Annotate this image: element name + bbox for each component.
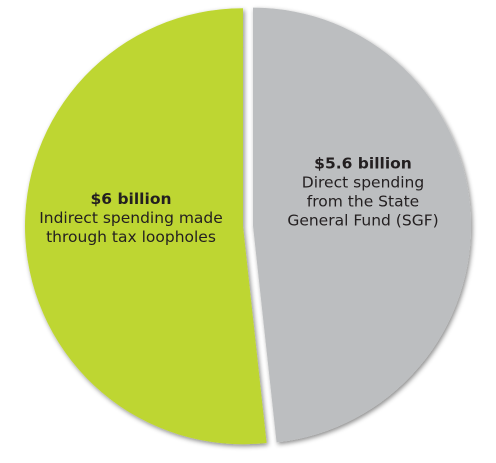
slice-description-label: Indirect spending made bbox=[39, 209, 223, 227]
slice-description-label: through tax loopholes bbox=[46, 228, 216, 246]
slice-value-label: $6 billion bbox=[91, 190, 172, 208]
slice-value-label: $5.6 billion bbox=[314, 155, 412, 173]
pie-slice-1 bbox=[252, 7, 471, 443]
slice-description-label: Direct spending bbox=[302, 174, 424, 192]
pie-slice-2 bbox=[25, 8, 267, 445]
slice-description-label: from the State bbox=[307, 193, 419, 211]
slice-description-label: General Fund (SGF) bbox=[287, 212, 438, 230]
